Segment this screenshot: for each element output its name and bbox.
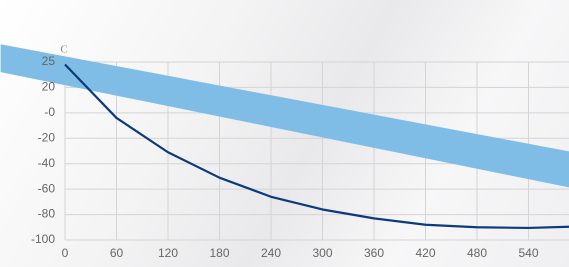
band xyxy=(1,44,569,188)
y-tick-label: -40 xyxy=(38,156,56,170)
y-tick-label: 20 xyxy=(42,80,56,94)
x-tick-label: 480 xyxy=(467,246,487,260)
band-layer xyxy=(1,44,569,188)
x-tick-label: 240 xyxy=(261,246,281,260)
y-tick-label: -100 xyxy=(31,232,55,246)
y-tick-label: 25 xyxy=(42,54,56,68)
annotation: C xyxy=(60,44,67,56)
x-tick-label: 360 xyxy=(364,246,384,260)
x-tick-label: 300 xyxy=(312,246,332,260)
chart: 25 20 -0 -20 -40 -60 -80 -100 0 60 120 180 240 300 360… xyxy=(0,0,569,267)
page: {"chart_data": {"type": "line", "annotat… xyxy=(0,0,569,267)
x-tick-label: 0 xyxy=(62,246,69,260)
x-tick-label: 540 xyxy=(518,246,538,260)
y-tick-label: -20 xyxy=(38,130,56,144)
x-tick-label: 420 xyxy=(415,246,435,260)
y-tick-label: -60 xyxy=(38,181,56,195)
x-tick-label: 120 xyxy=(158,246,178,260)
y-tick-label: -0 xyxy=(44,105,55,119)
x-tick-label: 180 xyxy=(209,246,229,260)
y-tick-label: -80 xyxy=(38,207,56,221)
x-tick-label: 60 xyxy=(110,246,124,260)
